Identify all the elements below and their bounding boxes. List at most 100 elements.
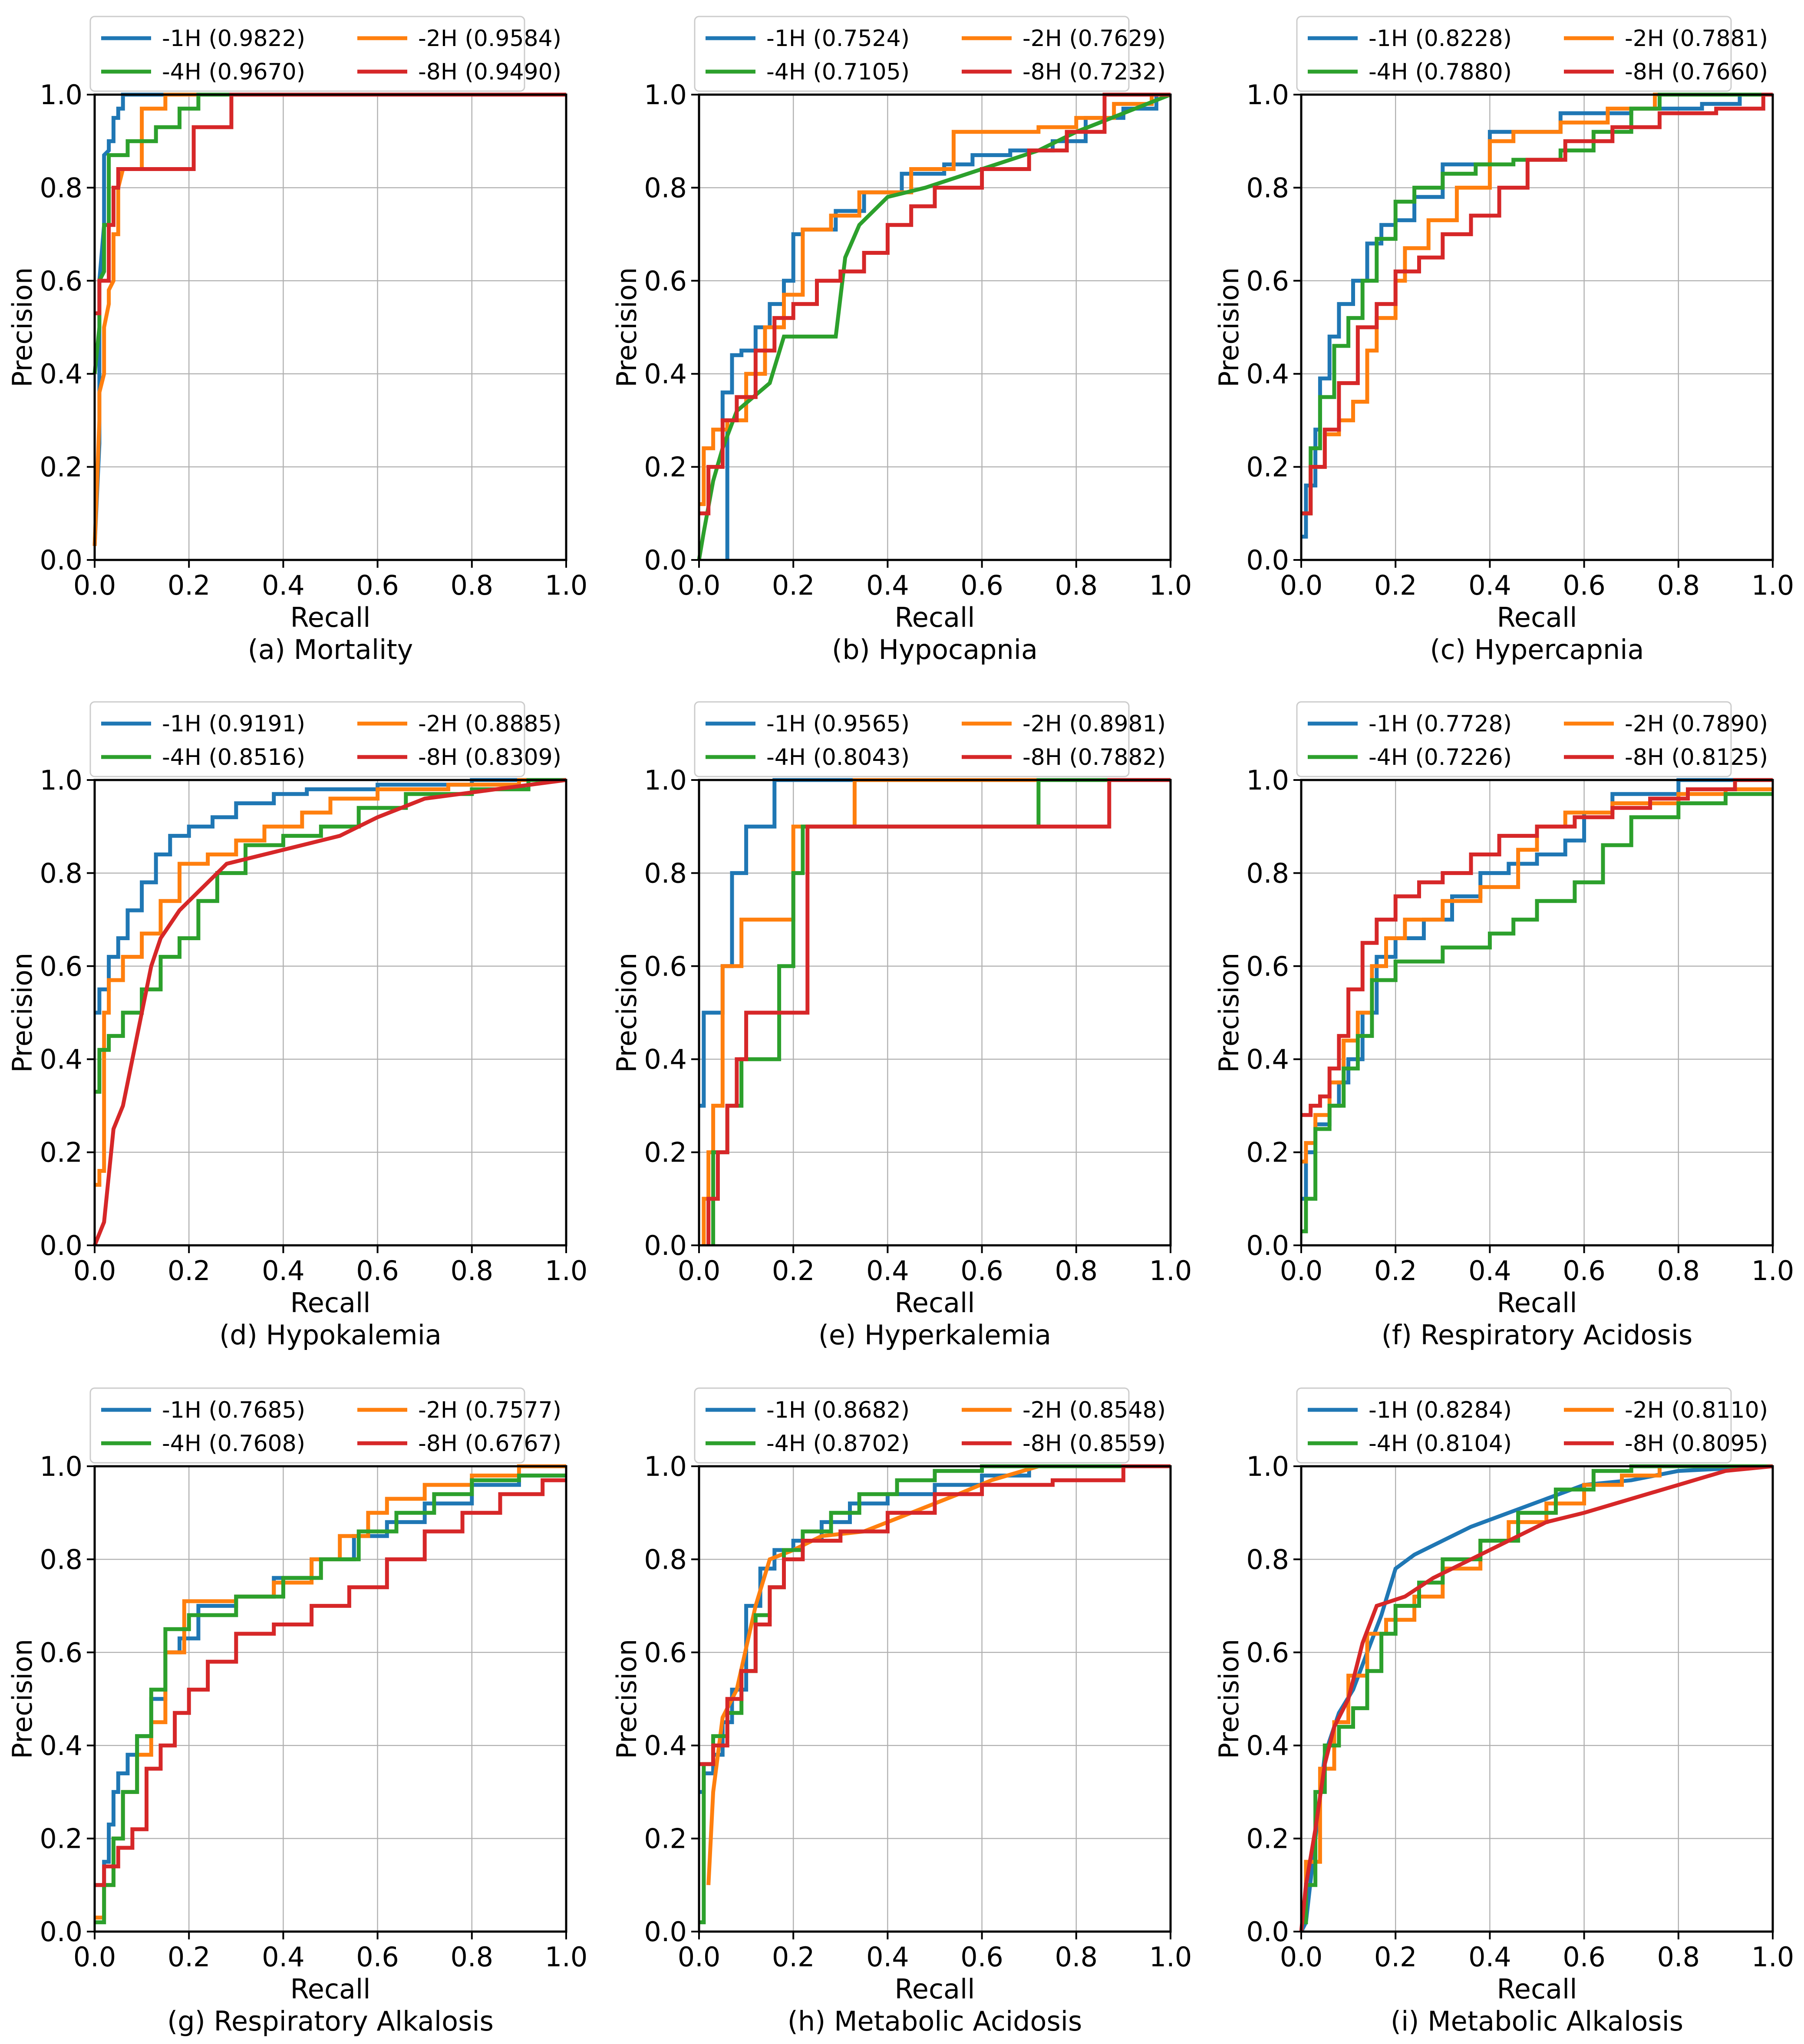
axes-frame <box>698 93 1172 561</box>
axes-frame <box>1300 1465 1774 1933</box>
x-axis-label: Recall <box>1497 1287 1577 1319</box>
legend-frame <box>1296 1387 1732 1464</box>
y-tick-label: 0.4 <box>40 1730 82 1761</box>
y-tick-label: 0.8 <box>644 1544 687 1575</box>
series-line-minus-1h <box>1299 1464 1773 1933</box>
series-line-minus-2h <box>92 92 566 546</box>
y-tick-label: 0.8 <box>1246 857 1289 889</box>
x-tick-label: 0.0 <box>678 1941 721 1973</box>
series-line-minus-8h <box>1301 778 1773 1117</box>
legend-entry-label: -1H (0.7524) <box>766 26 910 52</box>
x-axis-label: Recall <box>895 1973 975 2005</box>
legend-entry-label: -8H (0.9490) <box>418 59 561 85</box>
legend: -1H (0.8284) -2H (0.8110) -4H (0.8104) -8H … <box>1296 1387 1768 1464</box>
y-tick-label: 0.0 <box>1246 544 1289 576</box>
chart-panel-4: 0.0 0.2 0.4 0.6 0.8 1.0 0.0 0.2 0.4 0.6 0.8 1.0 Reca… <box>7 701 588 1351</box>
axes-frame <box>93 779 567 1247</box>
y-tick-label: 0.6 <box>644 1637 687 1669</box>
x-tick-label: 0.6 <box>1563 1255 1606 1287</box>
x-tick-label: 0.4 <box>1468 1941 1511 1973</box>
chart-panel-5: 0.0 0.2 0.4 0.6 0.8 1.0 0.0 0.2 0.4 0.6 0.8 1.0 Reca… <box>611 701 1192 1351</box>
x-tick-label: 0.4 <box>866 1255 909 1287</box>
y-tick-label: 1.0 <box>40 764 82 796</box>
series-line-minus-2h <box>699 92 1171 506</box>
x-tick-label: 0.2 <box>1374 1255 1417 1287</box>
series-line-minus-2h <box>1301 92 1773 516</box>
legend-entry-label: -2H (0.7881) <box>1625 26 1768 52</box>
y-tick-label: 0.8 <box>40 172 82 204</box>
y-tick-label: 0.8 <box>644 172 687 204</box>
x-tick-label: 0.0 <box>1280 1941 1323 1973</box>
y-tick-label: 0.4 <box>644 358 687 390</box>
legend-frame <box>694 16 1130 92</box>
x-tick-label: 0.8 <box>1055 1255 1098 1287</box>
series-line-minus-1h <box>95 1473 566 1887</box>
legend-entry-label: -8H (0.7660) <box>1625 59 1768 85</box>
series-line-minus-4h <box>92 92 566 374</box>
y-tick-label: 0.0 <box>1246 1916 1289 1948</box>
x-tick-label: 0.4 <box>866 569 909 601</box>
chart-panel-7: 0.0 0.2 0.4 0.6 0.8 1.0 0.0 0.2 0.4 0.6 0.8 1.0 Reca… <box>7 1387 587 2037</box>
x-tick-label: 0.8 <box>450 569 493 601</box>
x-tick-label: 0.4 <box>1468 1255 1511 1287</box>
y-axis-label: Precision <box>1213 953 1245 1073</box>
y-axis-label: Precision <box>7 267 38 388</box>
series-line-minus-1h <box>95 778 566 1015</box>
x-axis-label: Recall <box>290 1287 371 1319</box>
legend-entry-label: -8H (0.8095) <box>1625 1431 1768 1457</box>
x-axis-label: Recall <box>290 602 371 633</box>
legend-frame <box>1296 701 1732 777</box>
x-tick-label: 0.6 <box>1563 1941 1606 1973</box>
axes-frame <box>93 1465 567 1933</box>
y-tick-label: 0.2 <box>40 1137 82 1168</box>
x-tick-label: 0.4 <box>262 1941 305 1973</box>
legend-entry-label: -8H (0.8559) <box>1022 1431 1166 1457</box>
legend-frame <box>1296 16 1732 92</box>
y-tick-label: 0.0 <box>644 1916 687 1948</box>
legend-frame <box>89 1387 525 1464</box>
y-tick-label: 0.4 <box>40 1043 82 1075</box>
x-tick-label: 0.0 <box>678 569 721 601</box>
x-tick-label: 1.0 <box>545 569 588 601</box>
legend-entry-label: -8H (0.8309) <box>418 744 561 770</box>
legend-entry-label: -4H (0.8516) <box>162 744 305 770</box>
legend-entry-label: -1H (0.8228) <box>1369 26 1512 52</box>
x-tick-label: 0.8 <box>450 1255 493 1287</box>
y-tick-label: 0.0 <box>644 1230 687 1261</box>
y-tick-label: 0.6 <box>40 1637 82 1669</box>
y-tick-label: 1.0 <box>1246 79 1289 111</box>
series-line-minus-1h <box>720 92 1171 560</box>
y-tick-label: 0.2 <box>1246 1823 1289 1855</box>
x-tick-label: 0.0 <box>73 1941 116 1973</box>
x-tick-label: 0.8 <box>1055 1941 1098 1973</box>
y-tick-label: 0.2 <box>40 1823 82 1855</box>
series-line-minus-8h <box>1299 1464 1773 1932</box>
y-axis-label: Precision <box>7 953 38 1073</box>
legend-entry-label: -1H (0.9565) <box>766 711 910 737</box>
x-tick-label: 0.8 <box>1055 569 1098 601</box>
series-line-minus-8h <box>95 92 566 316</box>
legend-frame <box>89 16 525 92</box>
x-tick-label: 1.0 <box>545 1255 588 1287</box>
axes-frame <box>1300 93 1774 561</box>
x-tick-label: 0.2 <box>168 1941 211 1973</box>
series-line-minus-8h <box>706 778 1171 1245</box>
x-tick-label: 0.2 <box>1374 1941 1417 1973</box>
legend-frame <box>694 701 1130 777</box>
legend-entry-label: -1H (0.7728) <box>1369 711 1512 737</box>
x-tick-label: 1.0 <box>1751 569 1794 601</box>
y-tick-label: 0.0 <box>40 1916 82 1948</box>
x-tick-label: 0.8 <box>1657 569 1700 601</box>
x-tick-label: 0.2 <box>772 569 815 601</box>
legend: -1H (0.7728) -2H (0.7890) -4H (0.7226) -8H … <box>1296 701 1768 777</box>
series-line-minus-4h <box>1301 92 1773 516</box>
chart-title: (e) Hyperkalemia <box>818 1319 1051 1351</box>
y-tick-label: 0.6 <box>1246 951 1289 982</box>
legend-entry-label: -1H (0.9822) <box>162 26 305 52</box>
legend-entry-label: -8H (0.6767) <box>418 1431 561 1457</box>
chart-panel-6: 0.0 0.2 0.4 0.6 0.8 1.0 0.0 0.2 0.4 0.6 0.8 1.0 Reca… <box>1213 701 1794 1351</box>
y-tick-label: 0.6 <box>40 951 82 982</box>
chart-title: (d) Hypokalemia <box>219 1319 442 1351</box>
legend-entry-label: -2H (0.8981) <box>1022 711 1166 737</box>
